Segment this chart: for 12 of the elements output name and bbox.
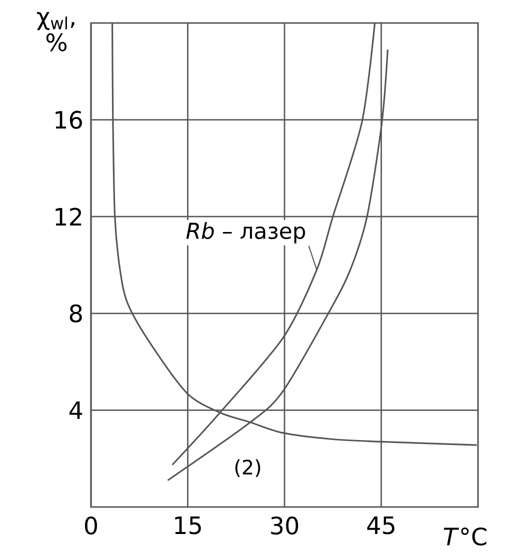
y-tick-label: 16 (56, 110, 82, 129)
annotation: (2) (235, 459, 260, 478)
x-tick-label: 15 (175, 516, 201, 534)
x-tick-label: 45 (367, 516, 394, 534)
annotation: Rb – лазер (186, 222, 306, 244)
y-tick-label: 4 (69, 401, 82, 419)
y-axis-title: χ$_{wl}$, % (37, 12, 74, 52)
x-tick-label: 30 (271, 516, 298, 535)
x-axis-title: T°C (444, 527, 486, 546)
y-tick-label: 12 (56, 208, 82, 226)
y-tick-label: 8 (70, 304, 82, 322)
x-tick-label: 0 (84, 516, 98, 535)
